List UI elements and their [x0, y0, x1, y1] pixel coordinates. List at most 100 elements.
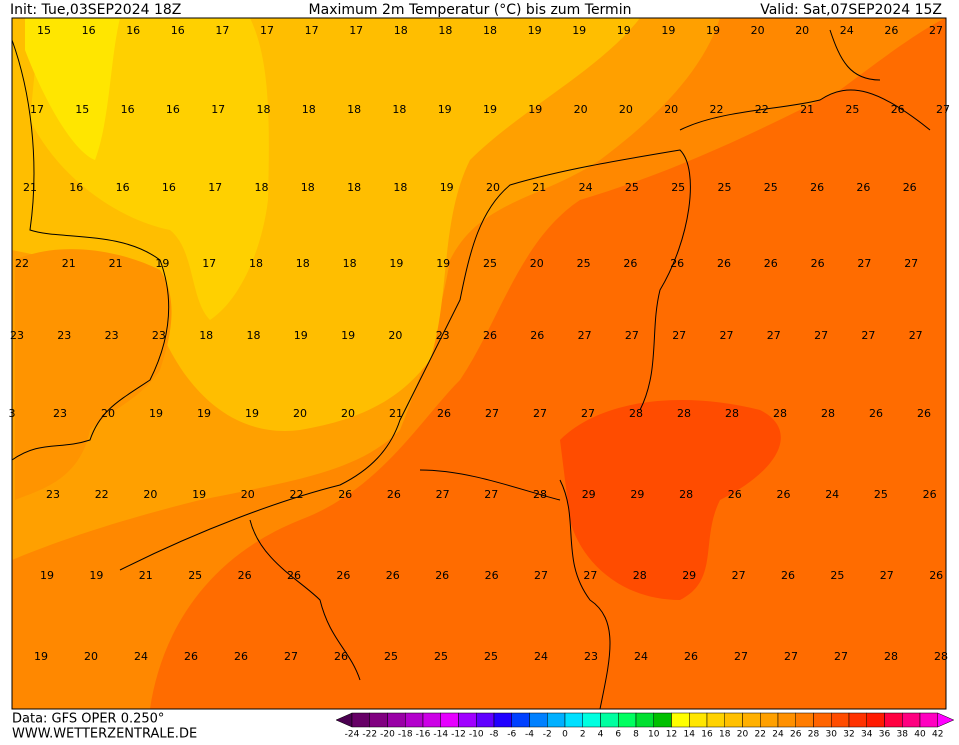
temperature-label: 27	[861, 329, 875, 342]
temperature-label: 17	[349, 24, 363, 37]
temperature-label: 22	[15, 257, 29, 270]
colorbar-box	[582, 712, 601, 728]
colorbar-label: -20	[380, 730, 395, 740]
temperature-label: 27	[909, 329, 923, 342]
temperature-label: 21	[532, 181, 546, 194]
temperature-label: 29	[582, 488, 596, 501]
colorbar-box	[760, 712, 779, 728]
colorbar-label: 40	[914, 730, 926, 740]
temperature-label: 17	[208, 181, 222, 194]
temperature-label: 28	[629, 407, 643, 420]
temperature-label: 19	[389, 257, 403, 270]
temperature-label: 28	[934, 650, 948, 663]
temperature-label: 20	[619, 103, 633, 116]
temperature-label: 26	[234, 650, 248, 663]
temperature-label: 28	[821, 407, 835, 420]
colorbar-label: 38	[897, 730, 909, 740]
colorbar-box	[831, 712, 850, 728]
colorbar-arrow	[335, 712, 353, 728]
temperature-label: 20	[795, 24, 809, 37]
temperature-label: 18	[347, 181, 361, 194]
temperature-label: 26	[387, 488, 401, 501]
colorbar-box	[351, 712, 370, 728]
temperature-label: 18	[483, 24, 497, 37]
temperature-label: 27	[484, 488, 498, 501]
colorbar-box	[902, 712, 921, 728]
temperature-label: 26	[923, 488, 937, 501]
temperature-label: 17	[202, 257, 216, 270]
temperature-label: 20	[574, 103, 588, 116]
temperature-label: 26	[728, 488, 742, 501]
temperature-label: 20	[388, 329, 402, 342]
init-time: Init: Tue,03SEP2024 18Z	[10, 2, 181, 18]
colorbar-box	[671, 712, 690, 728]
temperature-label: 19	[706, 24, 720, 37]
temperature-label: 20	[84, 650, 98, 663]
temperature-label: 27	[436, 488, 450, 501]
temperature-label: 18	[301, 181, 315, 194]
temperature-label: 22	[710, 103, 724, 116]
temperature-label: 27	[583, 569, 597, 582]
temperature-label: 27	[732, 569, 746, 582]
colorbar-label: 2	[580, 730, 586, 740]
temperature-label: 18	[296, 257, 310, 270]
temperature-label: 29	[682, 569, 696, 582]
temperature-label: 25	[845, 103, 859, 116]
colorbar-box	[653, 712, 672, 728]
temperature-label: 26	[717, 257, 731, 270]
colorbar-label: -24	[345, 730, 360, 740]
temperature-label: 23	[105, 329, 119, 342]
colorbar-label: 28	[808, 730, 820, 740]
colorbar-label: -12	[451, 730, 466, 740]
temperature-label: 15	[75, 103, 89, 116]
temperature-label: 17	[211, 103, 225, 116]
temperature-label: 26	[386, 569, 400, 582]
temperature-label: 24	[825, 488, 839, 501]
colorbar-label: -6	[507, 730, 516, 740]
colorbar-box	[440, 712, 459, 728]
temperature-label: 26	[811, 257, 825, 270]
temperature-label: 27	[784, 650, 798, 663]
temperature-label: 26	[810, 181, 824, 194]
temperature-label: 17	[215, 24, 229, 37]
temperature-label: 26	[884, 24, 898, 37]
temperature-label: 19	[528, 24, 542, 37]
temperature-label: 28	[633, 569, 647, 582]
temperature-label: 20	[143, 488, 157, 501]
temperature-label: 18	[255, 181, 269, 194]
temperature-label: 19	[572, 24, 586, 37]
temperature-label: 16	[82, 24, 96, 37]
coastline	[11, 39, 170, 461]
temperature-label: 26	[764, 257, 778, 270]
colorbar-box	[742, 712, 761, 728]
temperature-label: 28	[884, 650, 898, 663]
temperature-label: 18	[394, 24, 408, 37]
temperature-label: 17	[30, 103, 44, 116]
temperature-label: 27	[857, 257, 871, 270]
temperature-label: 16	[162, 181, 176, 194]
colorbar-box	[689, 712, 708, 728]
zone-28	[560, 400, 781, 600]
temperature-label: 24	[134, 650, 148, 663]
temperature-label: 28	[677, 407, 691, 420]
temperature-label: 18	[343, 257, 357, 270]
temperature-label: 19	[440, 181, 454, 194]
temperature-label: 25	[671, 181, 685, 194]
temperature-label: 23	[46, 488, 60, 501]
temperature-label: 26	[623, 257, 637, 270]
colorbar-box	[405, 712, 424, 728]
colorbar-box	[777, 712, 796, 728]
temperature-label: 25	[625, 181, 639, 194]
colorbar-box	[848, 712, 867, 728]
temperature-label: 17	[260, 24, 274, 37]
temperature-label: 25	[764, 181, 778, 194]
temperature-label: 19	[617, 24, 631, 37]
temperature-label: 25	[874, 488, 888, 501]
temperature-label: 26	[929, 569, 943, 582]
temperature-label: 19	[197, 407, 211, 420]
zone-26	[150, 18, 946, 709]
temperature-label: 18	[199, 329, 213, 342]
temperature-label: 21	[109, 257, 123, 270]
temperature-label: 26	[869, 407, 883, 420]
